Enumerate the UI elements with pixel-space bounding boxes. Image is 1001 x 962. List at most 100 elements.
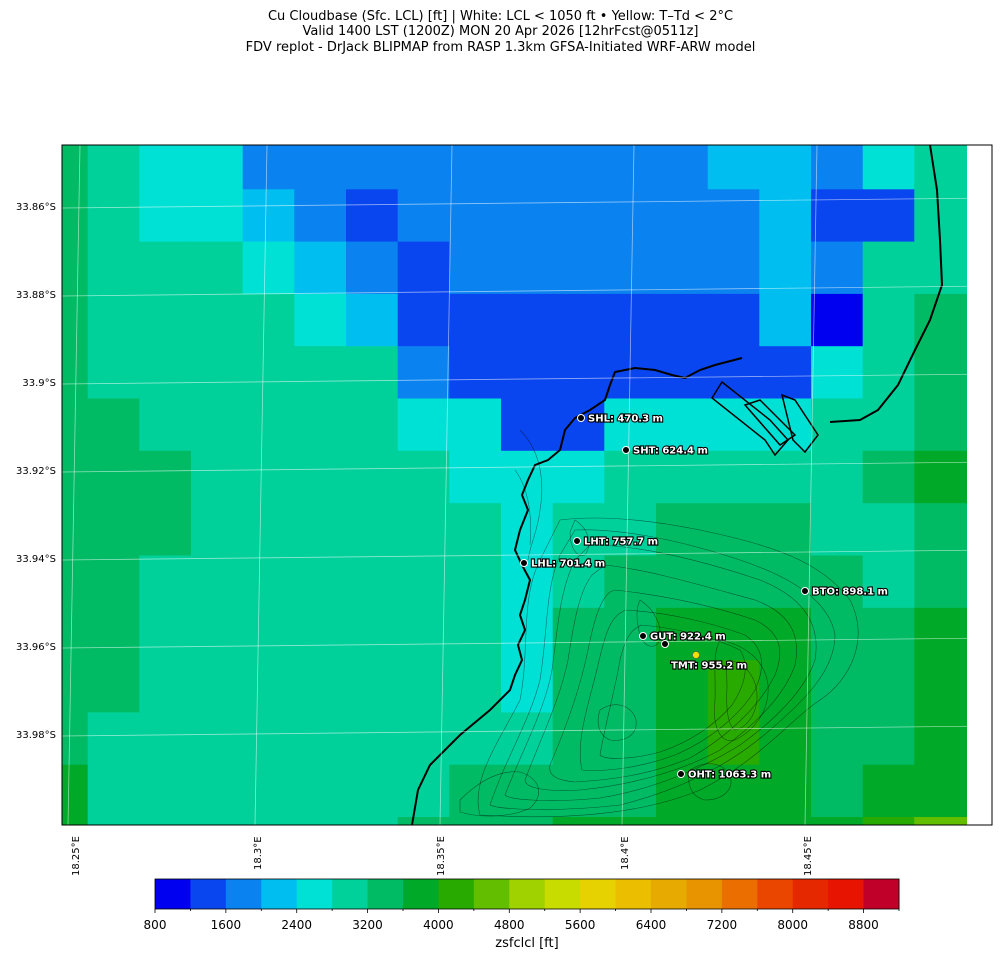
grid-cell bbox=[346, 346, 399, 400]
grid-cell bbox=[346, 241, 399, 295]
grid-cell bbox=[346, 817, 399, 825]
site-label-tmt: TMT: 955.2 m bbox=[671, 661, 747, 672]
grid-cell bbox=[449, 817, 502, 825]
grid-cell bbox=[811, 346, 864, 400]
grid-cell bbox=[707, 712, 761, 766]
grid-cell bbox=[707, 398, 761, 452]
site-marker-oht bbox=[677, 770, 685, 778]
grid-cell bbox=[62, 241, 89, 295]
colorbar-bin bbox=[190, 879, 227, 909]
grid-cell bbox=[552, 450, 606, 505]
grid-cell bbox=[811, 555, 864, 609]
grid-cell bbox=[87, 189, 141, 243]
graticule bbox=[62, 145, 992, 825]
grid-cell bbox=[449, 607, 502, 662]
colorbar-bin bbox=[721, 879, 758, 909]
grid-cell bbox=[501, 145, 554, 191]
grid-cell bbox=[604, 450, 657, 505]
grid-cell bbox=[656, 712, 709, 766]
grid-cell bbox=[242, 346, 296, 400]
colorbar-tick-label: 6400 bbox=[635, 918, 667, 932]
grid-cell bbox=[139, 293, 192, 348]
grid-cell bbox=[862, 189, 916, 243]
grid-cell bbox=[707, 145, 761, 191]
colorbar-bin bbox=[828, 879, 865, 909]
grid-cell bbox=[449, 660, 502, 714]
grid-cell bbox=[552, 189, 606, 243]
colorbar-bin bbox=[225, 879, 262, 909]
grid-cell bbox=[139, 241, 192, 295]
grid-cell bbox=[501, 764, 554, 818]
grid-cell bbox=[242, 764, 296, 818]
grid-cell bbox=[811, 293, 864, 348]
grid-cell bbox=[346, 145, 399, 191]
grid-cell bbox=[707, 450, 761, 505]
grid-cell bbox=[759, 145, 812, 191]
colorbar-bin bbox=[792, 879, 829, 909]
grid-cell bbox=[914, 555, 967, 609]
grid-cell bbox=[62, 555, 89, 609]
grid-cell bbox=[604, 712, 657, 766]
lon-label: 18.45°E bbox=[803, 836, 814, 876]
grid-cell bbox=[811, 817, 864, 825]
grid-cell bbox=[707, 241, 761, 295]
grid-cell bbox=[242, 241, 296, 295]
grid-cell bbox=[139, 607, 192, 662]
grid-cell bbox=[191, 241, 244, 295]
grid-cell bbox=[862, 607, 916, 662]
chart-title-line-2: Valid 1400 LST (1200Z) MON 20 Apr 2026 [… bbox=[302, 24, 699, 39]
grid-cell bbox=[242, 450, 296, 505]
grid-cell bbox=[191, 712, 244, 766]
grid-cell bbox=[87, 398, 141, 452]
grid-cell bbox=[501, 189, 554, 243]
grid-cell bbox=[862, 764, 916, 818]
grid-cell bbox=[294, 189, 347, 243]
grid-cell bbox=[87, 145, 141, 191]
grid-cell bbox=[449, 450, 502, 505]
colorbar-tick-label: 800 bbox=[143, 918, 167, 932]
site-marker-lhl bbox=[520, 559, 528, 567]
grid-cell bbox=[449, 145, 502, 191]
grid-cell bbox=[759, 712, 812, 766]
coastline bbox=[411, 145, 944, 825]
grid-cell bbox=[87, 712, 141, 766]
grid-cell bbox=[139, 398, 192, 452]
grid-cell bbox=[139, 817, 192, 825]
colorbar-tick-label: 8800 bbox=[848, 918, 879, 932]
grid-cell bbox=[346, 764, 399, 818]
grid-cell bbox=[449, 555, 502, 609]
grid-cell bbox=[862, 346, 916, 400]
grid-cell bbox=[191, 145, 244, 191]
grid-cell bbox=[811, 241, 864, 295]
grid-cell bbox=[501, 293, 554, 348]
grid-cell bbox=[294, 712, 347, 766]
grid-cell bbox=[914, 398, 967, 452]
grid-cell bbox=[191, 450, 244, 505]
grid-cell bbox=[811, 189, 864, 243]
grid-cell bbox=[87, 346, 141, 400]
grid-cell bbox=[707, 660, 761, 714]
grid-cell bbox=[242, 660, 296, 714]
grid-cell bbox=[604, 398, 657, 452]
grid-cell bbox=[397, 293, 451, 348]
colorbar-bin bbox=[403, 879, 439, 909]
colorbar-tick-label: 2400 bbox=[281, 918, 312, 932]
site-marker-bto bbox=[801, 587, 809, 595]
grid-cell bbox=[552, 346, 606, 400]
grid-cell bbox=[294, 607, 347, 662]
grid-cell bbox=[191, 607, 244, 662]
grid-cell bbox=[552, 555, 606, 609]
grid-cell bbox=[449, 398, 502, 452]
grid-cell bbox=[294, 241, 347, 295]
grid-cell bbox=[242, 712, 296, 766]
grid-cell bbox=[656, 145, 709, 191]
grid-cell bbox=[346, 607, 399, 662]
grid-cell bbox=[346, 503, 399, 557]
chart-title-line-3: FDV replot - DrJack BLIPMAP from RASP 1.… bbox=[245, 40, 756, 55]
grid-cell bbox=[656, 503, 709, 557]
grid-cell bbox=[397, 450, 451, 505]
grid-cell bbox=[87, 764, 141, 818]
grid-cell bbox=[862, 660, 916, 714]
grid-cell bbox=[759, 450, 812, 505]
grid-cell bbox=[191, 764, 244, 818]
